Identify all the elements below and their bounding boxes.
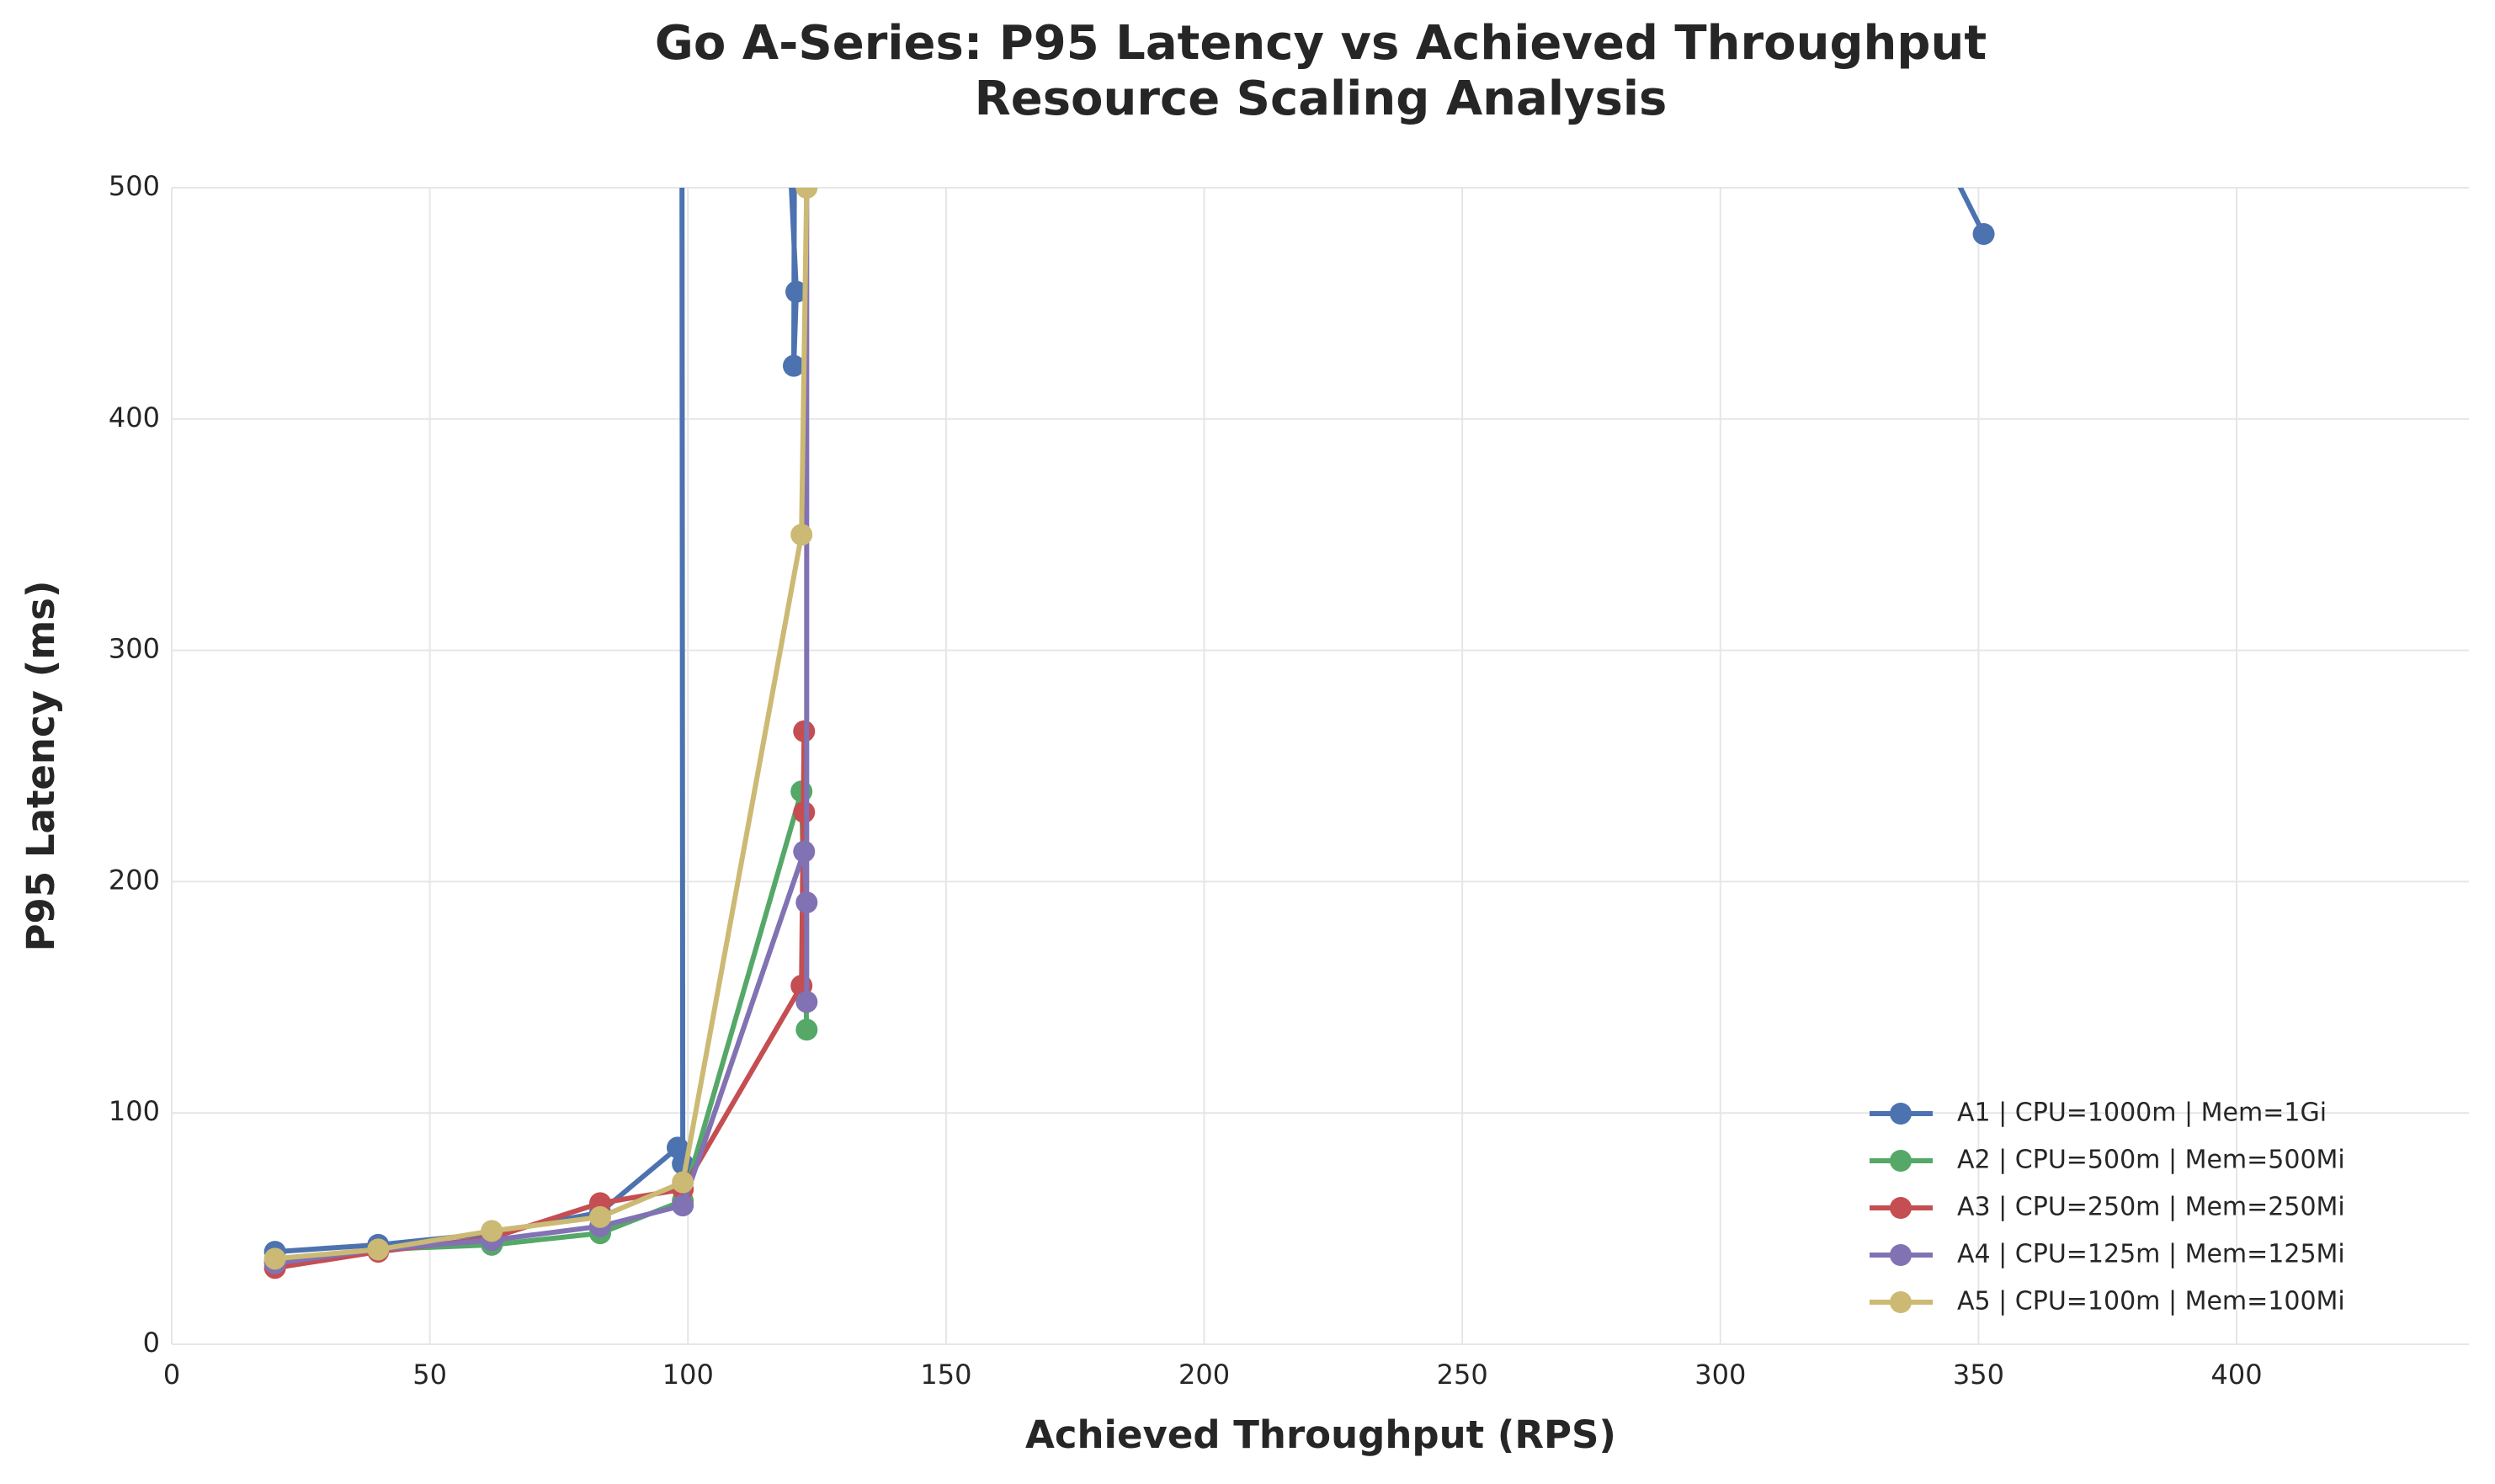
- chart-title: Go A-Series: P95 Latency vs Achieved Thr…: [655, 16, 1987, 71]
- legend-label: A3 | CPU=250m | Mem=250Mi: [1957, 1193, 2345, 1222]
- x-tick-label: 0: [163, 1359, 180, 1391]
- data-point: [793, 720, 816, 742]
- series-line: [274, 188, 810, 1262]
- x-tick-label: 100: [662, 1359, 714, 1391]
- y-tick-label: 200: [109, 864, 160, 896]
- x-axis-label: Achieved Throughput (RPS): [1025, 1412, 1616, 1457]
- data-point: [795, 891, 818, 914]
- legend-label: A1 | CPU=1000m | Mem=1Gi: [1957, 1098, 2327, 1128]
- data-point: [481, 1220, 503, 1242]
- x-tick-label: 250: [1437, 1359, 1488, 1391]
- data-point: [589, 1205, 612, 1228]
- x-tick-label: 300: [1694, 1359, 1746, 1391]
- legend-marker: [1890, 1197, 1912, 1219]
- legend-label: A2 | CPU=500m | Mem=500Mi: [1957, 1146, 2345, 1175]
- data-point: [672, 1171, 694, 1194]
- data-point: [795, 188, 818, 199]
- data-point: [793, 801, 816, 823]
- legend-label: A5 | CPU=100m | Mem=100Mi: [1957, 1287, 2345, 1316]
- legend-marker: [1890, 1150, 1912, 1172]
- y-axis-label: P95 Latency (ms): [19, 581, 63, 952]
- plot-area: [263, 188, 1995, 1279]
- data-point: [263, 1247, 286, 1270]
- y-tick-label: 500: [109, 170, 160, 202]
- x-tick-label: 200: [1178, 1359, 1230, 1391]
- x-tick-label: 150: [920, 1359, 971, 1391]
- series-line: [274, 728, 807, 1271]
- data-point: [795, 1019, 818, 1041]
- legend-label: A4 | CPU=125m | Mem=125Mi: [1957, 1240, 2345, 1269]
- chart-subtitle: Resource Scaling Analysis: [975, 72, 1668, 126]
- legend-marker: [1890, 1291, 1912, 1313]
- y-tick-label: 400: [109, 402, 160, 433]
- grid: [171, 187, 2469, 1345]
- data-point: [790, 524, 813, 546]
- series-line: [274, 188, 810, 1266]
- y-tick-label: 300: [109, 633, 160, 665]
- x-tick-label: 400: [2210, 1359, 2262, 1391]
- data-point: [795, 991, 818, 1013]
- legend-marker: [1890, 1244, 1912, 1266]
- data-point: [782, 354, 805, 377]
- x-tick-label: 350: [1953, 1359, 2004, 1391]
- series-line: [274, 789, 810, 1264]
- y-tick-label: 100: [109, 1095, 160, 1127]
- data-point: [1972, 222, 1995, 245]
- legend: A1 | CPU=1000m | Mem=1Gi A2 | CPU=500m | …: [1870, 1098, 2345, 1316]
- data-point: [672, 1194, 694, 1217]
- y-tick-label: 0: [143, 1327, 160, 1359]
- data-point: [367, 1238, 390, 1261]
- x-tick-label: 50: [412, 1359, 447, 1391]
- data-point: [793, 840, 816, 863]
- legend-marker: [1890, 1103, 1912, 1125]
- data-point: [785, 280, 808, 303]
